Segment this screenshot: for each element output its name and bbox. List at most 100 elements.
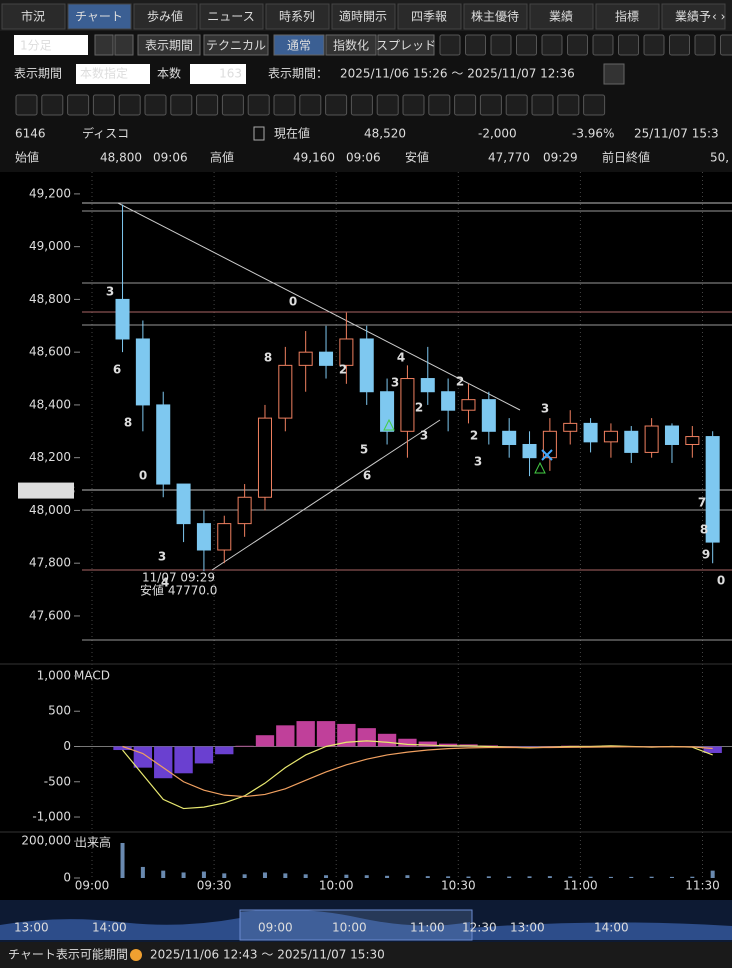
draw-tool[interactable] <box>454 94 477 116</box>
tab[interactable] <box>529 3 594 30</box>
draw-tool[interactable] <box>92 94 115 116</box>
tab-scroll: ‹ › <box>712 10 725 24</box>
candle-body <box>257 417 272 498</box>
tab[interactable] <box>265 3 330 30</box>
annotation-low: 安値 47770.0 <box>140 583 217 598</box>
draw-tool[interactable] <box>557 94 580 116</box>
tool-icon[interactable] <box>618 34 639 56</box>
quote-open-label: 始値 <box>15 150 39 165</box>
tool-icon[interactable] <box>694 34 716 56</box>
volume-bar <box>161 870 166 878</box>
period-btn[interactable] <box>137 34 201 56</box>
tool-icon[interactable] <box>541 34 563 56</box>
draw-tool[interactable] <box>196 94 219 116</box>
tab[interactable] <box>661 3 726 30</box>
tab[interactable] <box>397 3 462 30</box>
wave-label: 3 <box>106 285 114 299</box>
candle-body <box>217 523 232 551</box>
tab[interactable] <box>463 3 528 30</box>
draw-tool[interactable] <box>221 94 244 116</box>
tool-icon[interactable] <box>567 34 588 56</box>
volume-bar <box>425 876 430 878</box>
draw-tool[interactable] <box>479 94 502 116</box>
volume-bar <box>690 876 695 878</box>
draw-tool[interactable] <box>350 94 373 116</box>
tool-icon[interactable] <box>643 34 665 56</box>
tab[interactable] <box>133 3 198 30</box>
draw-tool[interactable] <box>428 94 451 116</box>
tab[interactable] <box>595 3 660 30</box>
warning-icon <box>130 949 142 961</box>
tool-icon[interactable] <box>439 34 461 56</box>
macd-histogram-bar <box>154 746 173 779</box>
x-tick-label: 09:00 <box>75 879 110 893</box>
back-btn[interactable] <box>603 63 625 85</box>
navigator-label: 09:00 <box>258 921 293 935</box>
candle-body <box>502 430 517 445</box>
count: 163 <box>219 67 242 81</box>
draw-tool[interactable] <box>299 94 322 116</box>
draw-tool[interactable] <box>67 94 90 116</box>
technical-btn[interactable] <box>203 34 269 56</box>
next-btn[interactable] <box>114 34 134 56</box>
tab[interactable] <box>331 3 396 30</box>
mode-select[interactable] <box>76 64 150 84</box>
draw-tool[interactable] <box>325 94 348 116</box>
draw-tool[interactable] <box>247 94 270 116</box>
volume-bar <box>669 876 674 878</box>
draw-tool[interactable] <box>273 94 296 116</box>
y-tick-label: 1,000 <box>37 668 71 682</box>
draw-tool[interactable] <box>170 94 193 116</box>
tool-icon[interactable] <box>465 34 486 56</box>
draw-tool[interactable] <box>15 94 38 116</box>
mode-btn[interactable] <box>377 34 435 56</box>
candle-body <box>400 378 415 432</box>
draw-tool[interactable] <box>118 94 141 116</box>
y-tick-label: -500 <box>44 774 71 788</box>
volume-bar <box>466 876 471 878</box>
navigator-area <box>0 909 732 940</box>
macd-histogram-bar <box>113 746 132 751</box>
interval-select[interactable] <box>14 35 88 55</box>
macd-histogram-bar <box>235 745 254 747</box>
prev-btn[interactable] <box>94 34 114 56</box>
tab[interactable] <box>67 3 132 30</box>
draw-tool[interactable] <box>402 94 425 116</box>
mode-btn[interactable] <box>325 34 377 56</box>
tab-label: 指標 <box>615 9 639 24</box>
draw-tool[interactable] <box>376 94 399 116</box>
y-tick-label: 48,400 <box>29 397 71 411</box>
tab-label: 四季報 <box>411 10 447 24</box>
tool-icon[interactable] <box>669 34 690 56</box>
candle-body <box>359 338 374 393</box>
y-tick-label: 48,800 <box>29 292 71 306</box>
navigator-window[interactable] <box>239 909 473 941</box>
tool-icon[interactable] <box>592 34 614 56</box>
tab[interactable] <box>199 3 264 30</box>
wave-label: 4 <box>397 351 405 365</box>
volume-bar <box>405 875 410 878</box>
tab[interactable] <box>1 3 66 30</box>
current-marker-box <box>18 482 74 499</box>
macd-histogram-bar <box>337 723 356 747</box>
tab-label: 適時開示 <box>339 9 387 24</box>
quote-high-time: 09:06 <box>346 151 381 165</box>
wave-label: 6 <box>113 363 121 377</box>
draw-tool[interactable] <box>531 94 554 116</box>
range-label: 表示期間： <box>268 67 328 81</box>
draw-tool[interactable] <box>144 94 167 116</box>
volume-bar <box>222 873 227 878</box>
draw-tool[interactable] <box>41 94 64 116</box>
volume-bar <box>527 876 532 878</box>
mode-btn[interactable] <box>273 34 325 56</box>
tool-icon[interactable] <box>516 34 537 56</box>
draw-tool[interactable] <box>505 94 528 116</box>
draw-tool[interactable] <box>583 94 606 116</box>
tool-icon[interactable] <box>490 34 512 56</box>
macd-histogram-bar <box>174 746 193 774</box>
tool-icon[interactable] <box>720 34 732 56</box>
macd-line <box>122 740 713 810</box>
y-tick-label: 47,800 <box>29 556 71 570</box>
y-tick-label: 49,200 <box>29 186 71 200</box>
count-input[interactable] <box>190 64 246 84</box>
